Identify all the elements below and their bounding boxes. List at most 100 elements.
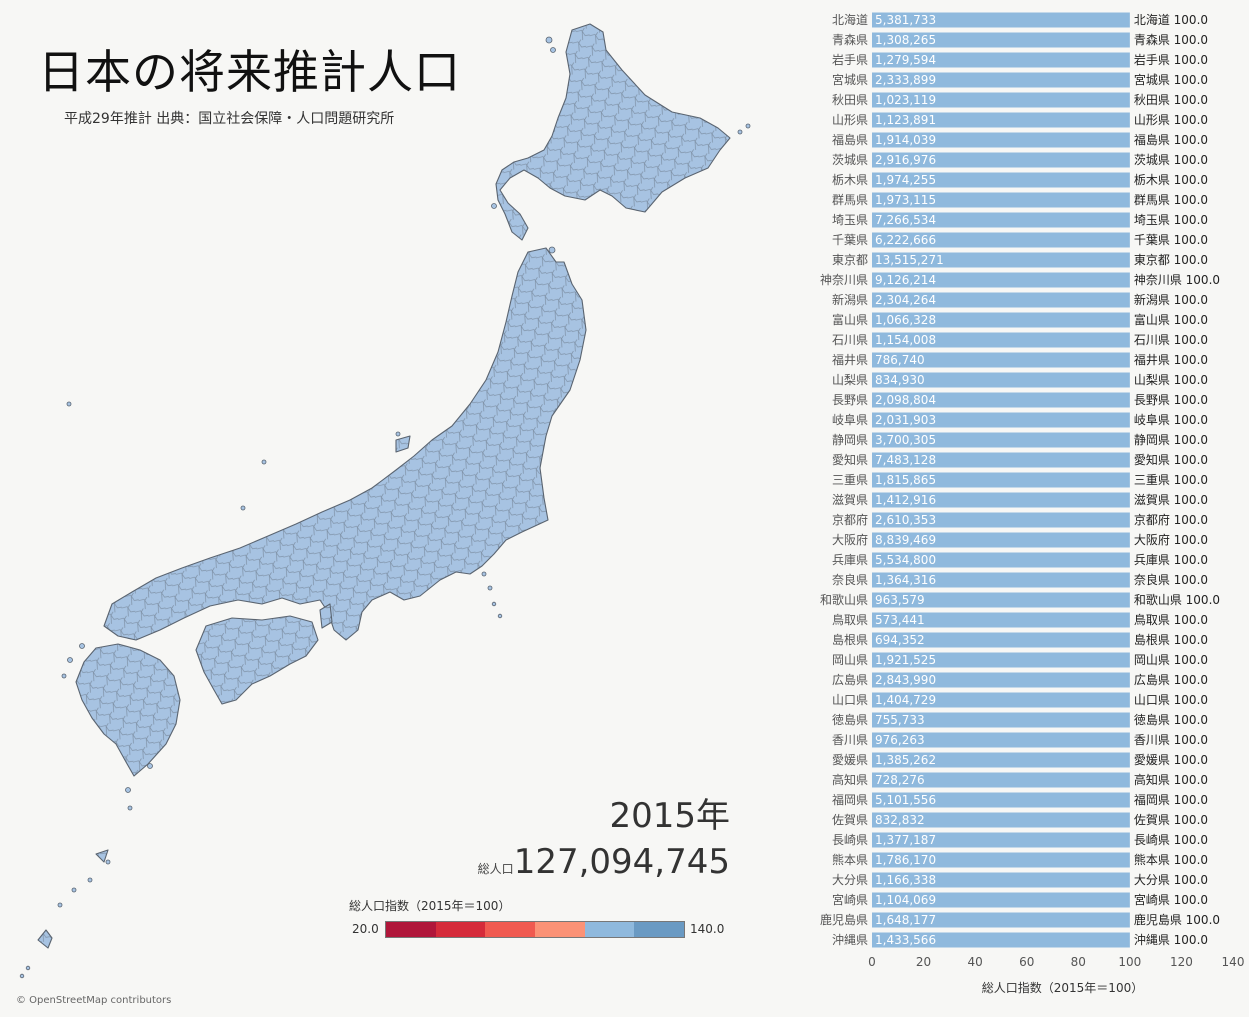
bar[interactable] <box>872 532 1130 548</box>
bar-row[interactable]: 新潟県 2,304,264 新潟県 100.0 <box>832 292 1208 308</box>
bar[interactable] <box>872 232 1130 248</box>
bar-row[interactable]: 群馬県 1,973,115 群馬県 100.0 <box>832 192 1208 208</box>
bar[interactable] <box>872 92 1130 108</box>
bar[interactable] <box>872 872 1130 888</box>
bar[interactable] <box>872 272 1130 288</box>
bar-row[interactable]: 高知県 728,276 高知県 100.0 <box>832 772 1208 788</box>
legend-swatch[interactable] <box>485 922 536 937</box>
bar-row[interactable]: 宮崎県 1,104,069 宮崎県 100.0 <box>832 892 1208 908</box>
bar[interactable] <box>872 672 1130 688</box>
legend-swatch[interactable] <box>584 922 635 937</box>
bar[interactable] <box>872 472 1130 488</box>
bar-row[interactable]: 長崎県 1,377,187 長崎県 100.0 <box>832 832 1208 848</box>
bar[interactable] <box>872 732 1130 748</box>
legend-swatch[interactable] <box>634 922 685 937</box>
legend-swatch[interactable] <box>386 922 436 937</box>
bar-row[interactable]: 三重県 1,815,865 三重県 100.0 <box>832 472 1208 488</box>
bar-row[interactable]: 青森県 1,308,265 青森県 100.0 <box>832 32 1208 48</box>
bar[interactable] <box>872 152 1130 168</box>
bar-row[interactable]: 鳥取県 573,441 鳥取県 100.0 <box>832 612 1208 628</box>
bar-row[interactable]: 福島県 1,914,039 福島県 100.0 <box>832 132 1208 148</box>
bar-row[interactable]: 石川県 1,154,008 石川県 100.0 <box>832 332 1208 348</box>
bar[interactable] <box>872 172 1130 188</box>
bar-row[interactable]: 千葉県 6,222,666 千葉県 100.0 <box>832 232 1208 248</box>
bar[interactable] <box>872 812 1130 828</box>
prefecture-bar-chart[interactable]: 北海道 5,381,733 北海道 100.0 青森県 1,308,265 青森県 100… <box>790 0 1249 1017</box>
bar-row[interactable]: 岩手県 1,279,594 岩手県 100.0 <box>832 52 1208 68</box>
bar-row[interactable]: 山梨県 834,930 山梨県 100.0 <box>832 372 1208 388</box>
bar[interactable] <box>872 252 1130 268</box>
bar[interactable] <box>872 912 1130 928</box>
bar-row[interactable]: 愛媛県 1,385,262 愛媛県 100.0 <box>832 752 1208 768</box>
bar[interactable] <box>872 52 1130 68</box>
bar[interactable] <box>872 572 1130 588</box>
bar[interactable] <box>872 492 1130 508</box>
color-legend[interactable] <box>385 921 685 938</box>
bar[interactable] <box>872 12 1130 28</box>
bar-row[interactable]: 広島県 2,843,990 広島県 100.0 <box>832 672 1208 688</box>
bar-row[interactable]: 富山県 1,066,328 富山県 100.0 <box>832 312 1208 328</box>
bar[interactable] <box>872 32 1130 48</box>
japan-map[interactable] <box>0 0 790 1017</box>
bar[interactable] <box>872 112 1130 128</box>
bar-row[interactable]: 愛知県 7,483,128 愛知県 100.0 <box>832 452 1208 468</box>
bar-row[interactable]: 福岡県 5,101,556 福岡県 100.0 <box>832 792 1208 808</box>
legend-swatch[interactable] <box>435 922 486 937</box>
bar-row[interactable]: 栃木県 1,974,255 栃木県 100.0 <box>832 172 1208 188</box>
bar-row[interactable]: 埼玉県 7,266,534 埼玉県 100.0 <box>832 212 1208 228</box>
bar[interactable] <box>872 712 1130 728</box>
bar-row[interactable]: 岐阜県 2,031,903 岐阜県 100.0 <box>832 412 1208 428</box>
bar-row[interactable]: 山口県 1,404,729 山口県 100.0 <box>832 692 1208 708</box>
bar-row[interactable]: 福井県 786,740 福井県 100.0 <box>832 352 1208 368</box>
bar[interactable] <box>872 412 1130 428</box>
bar-row[interactable]: 佐賀県 832,832 佐賀県 100.0 <box>832 812 1208 828</box>
bar-row[interactable]: 島根県 694,352 島根県 100.0 <box>832 632 1208 648</box>
bar[interactable] <box>872 292 1130 308</box>
bar-row[interactable]: 岡山県 1,921,525 岡山県 100.0 <box>832 652 1208 668</box>
bar-row[interactable]: 大分県 1,166,338 大分県 100.0 <box>832 872 1208 888</box>
bar[interactable] <box>872 652 1130 668</box>
bar[interactable] <box>872 792 1130 808</box>
bar-row[interactable]: 秋田県 1,023,119 秋田県 100.0 <box>832 92 1208 108</box>
bar-row[interactable]: 茨城県 2,916,976 茨城県 100.0 <box>832 152 1208 168</box>
bar[interactable] <box>872 892 1130 908</box>
bar[interactable] <box>872 312 1130 328</box>
bar-row[interactable]: 兵庫県 5,534,800 兵庫県 100.0 <box>832 552 1208 568</box>
bar[interactable] <box>872 932 1130 948</box>
legend-swatch[interactable] <box>535 922 585 937</box>
bar-row[interactable]: 沖縄県 1,433,566 沖縄県 100.0 <box>832 932 1208 948</box>
bar-row[interactable]: 大阪府 8,839,469 大阪府 100.0 <box>832 532 1208 548</box>
bar-row[interactable]: 鹿児島県 1,648,177 鹿児島県 100.0 <box>820 912 1220 928</box>
bar-row[interactable]: 静岡県 3,700,305 静岡県 100.0 <box>832 432 1208 448</box>
bar-row[interactable]: 長野県 2,098,804 長野県 100.0 <box>832 392 1208 408</box>
bar[interactable] <box>872 612 1130 628</box>
bar[interactable] <box>872 632 1130 648</box>
bar-row[interactable]: 徳島県 755,733 徳島県 100.0 <box>832 712 1208 728</box>
bar[interactable] <box>872 432 1130 448</box>
bar[interactable] <box>872 852 1130 868</box>
bar[interactable] <box>872 592 1130 608</box>
bar[interactable] <box>872 452 1130 468</box>
bar[interactable] <box>872 512 1130 528</box>
bar[interactable] <box>872 132 1130 148</box>
bar[interactable] <box>872 212 1130 228</box>
bar-row[interactable]: 香川県 976,263 香川県 100.0 <box>832 732 1208 748</box>
bar-row[interactable]: 和歌山県 963,579 和歌山県 100.0 <box>820 592 1220 608</box>
bar-row[interactable]: 東京都 13,515,271 東京都 100.0 <box>832 252 1208 268</box>
bar[interactable] <box>872 832 1130 848</box>
bar-row[interactable]: 滋賀県 1,412,916 滋賀県 100.0 <box>832 492 1208 508</box>
bar[interactable] <box>872 372 1130 388</box>
bar[interactable] <box>872 192 1130 208</box>
bar[interactable] <box>872 752 1130 768</box>
bar-row[interactable]: 奈良県 1,364,316 奈良県 100.0 <box>832 572 1208 588</box>
bar-row[interactable]: 神奈川県 9,126,214 神奈川県 100.0 <box>820 272 1220 288</box>
bar[interactable] <box>872 332 1130 348</box>
bar[interactable] <box>872 552 1130 568</box>
bar[interactable] <box>872 772 1130 788</box>
bar-row[interactable]: 熊本県 1,786,170 熊本県 100.0 <box>832 852 1208 868</box>
bar-row[interactable]: 宮城県 2,333,899 宮城県 100.0 <box>832 72 1208 88</box>
bar[interactable] <box>872 692 1130 708</box>
bar-row[interactable]: 京都府 2,610,353 京都府 100.0 <box>832 512 1208 528</box>
bar[interactable] <box>872 352 1130 368</box>
bar[interactable] <box>872 72 1130 88</box>
